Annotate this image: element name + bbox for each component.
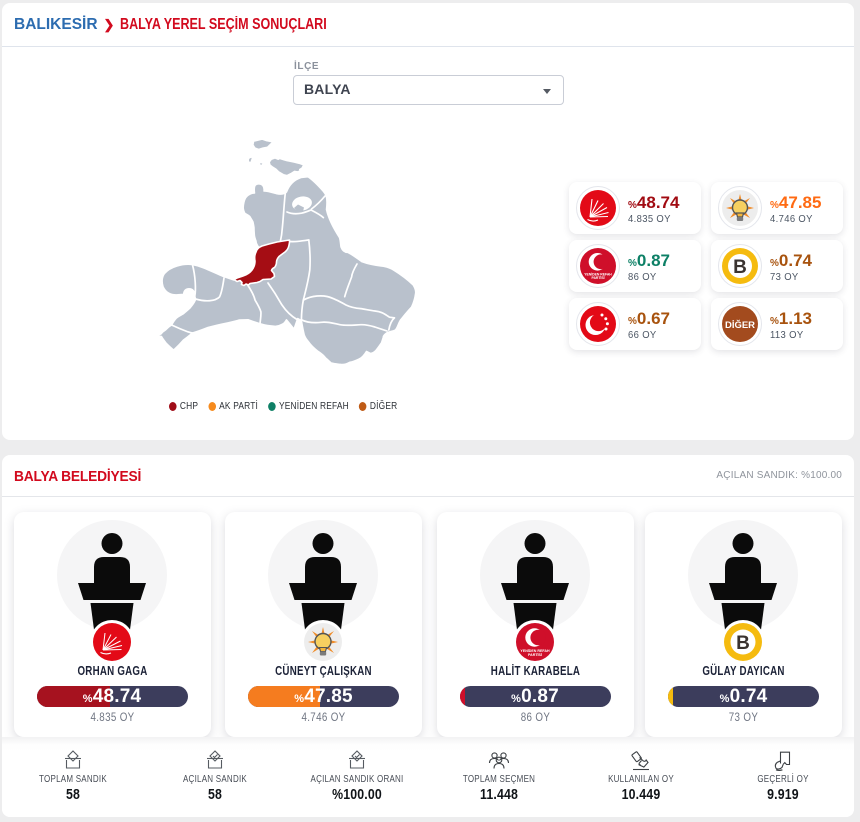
svg-text:B: B: [736, 633, 750, 654]
svg-text:PARTİSİ: PARTİSİ: [528, 653, 542, 657]
svg-text:YENİDEN REFAH: YENİDEN REFAH: [520, 649, 550, 653]
svg-text:PARTİSİ: PARTİSİ: [591, 276, 604, 280]
svg-text:DİĞER: DİĞER: [725, 319, 755, 331]
svg-text:YENİDEN REFAH: YENİDEN REFAH: [584, 273, 612, 277]
svg-text:B: B: [733, 257, 747, 278]
